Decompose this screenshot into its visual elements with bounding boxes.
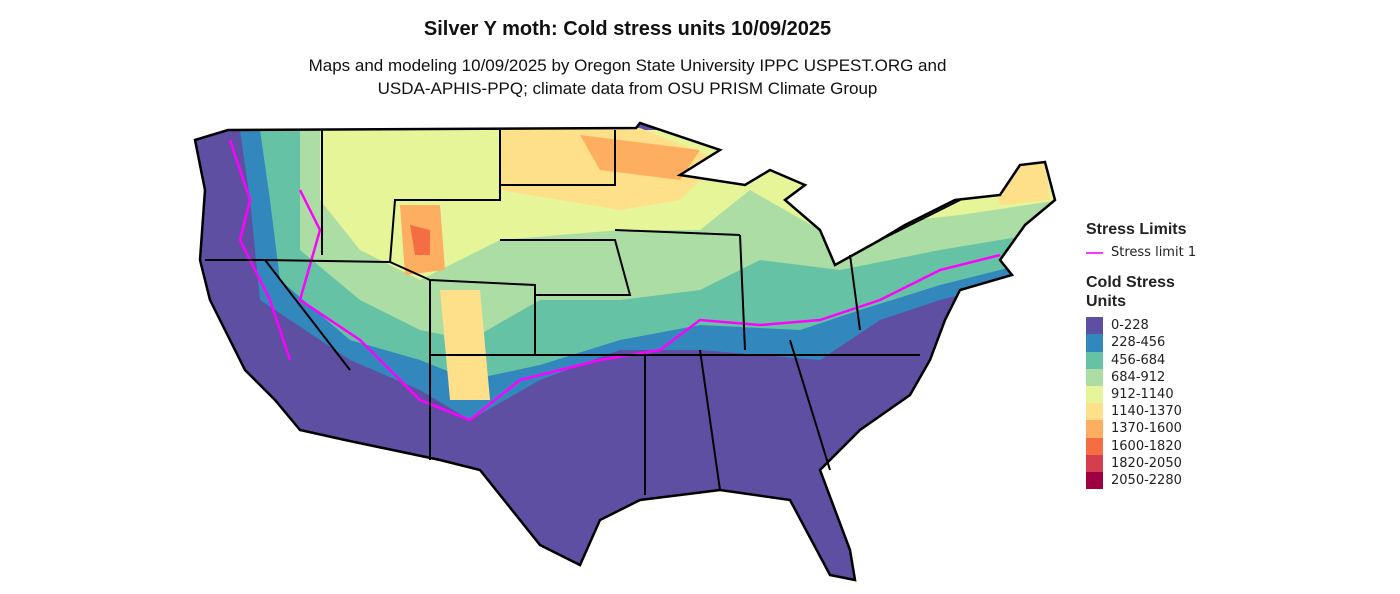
subtitle-line-1: Maps and modeling 10/09/2025 by Oregon S… (308, 56, 947, 75)
color-swatch (1086, 317, 1103, 335)
color-swatch (1086, 385, 1103, 404)
magenta-line-swatch (1086, 251, 1103, 254)
legend-label: Stress limit 1 (1111, 245, 1197, 261)
color-swatch (1086, 471, 1103, 490)
legend-bin-label: 1820-2050 (1111, 455, 1182, 471)
legend-stress-title: Stress Limits (1086, 221, 1187, 238)
legend-bin: 684-912 (1086, 368, 1196, 386)
legend-bin: 912-1140 (1086, 385, 1196, 404)
legend-bin: 0-228 (1086, 317, 1196, 335)
legend-item-stress-limit-1: Stress limit 1 (1086, 244, 1196, 261)
legend-bin-label: 912-1140 (1111, 387, 1174, 403)
subtitle-line-2: USDA-APHIS-PPQ; climate data from OSU PR… (377, 79, 878, 98)
legend-bin: 1820-2050 (1086, 454, 1196, 472)
color-swatch (1086, 437, 1103, 455)
color-swatch (1086, 420, 1103, 438)
legend-bin-label: 2050-2280 (1111, 472, 1182, 488)
legend: Stress Limits Stress limit 1 Cold Stress… (1086, 220, 1196, 490)
us-map (193, 121, 1057, 582)
stress-limit-1-line (228, 139, 1001, 422)
legend-bin: 456-684 (1086, 351, 1196, 369)
legend-bin-label: 456-684 (1111, 352, 1166, 368)
map-subtitle: Maps and modeling 10/09/2025 by Oregon S… (0, 54, 1255, 100)
color-swatch (1086, 403, 1103, 421)
color-swatch (1086, 368, 1103, 386)
legend-bin: 1140-1370 (1086, 403, 1196, 421)
legend-bin: 228-456 (1086, 334, 1196, 352)
state-borders (205, 130, 961, 495)
legend-units-title: Cold Stress Units (1086, 274, 1175, 311)
legend-bin-label: 228-456 (1111, 335, 1166, 351)
legend-bin-label: 1140-1370 (1111, 404, 1182, 420)
legend-bin: 1600-1820 (1086, 437, 1196, 455)
legend-bin: 1370-1600 (1086, 420, 1196, 438)
legend-bin-label: 1370-1600 (1111, 421, 1182, 437)
color-swatch (1086, 351, 1103, 369)
color-swatch (1086, 454, 1103, 472)
color-swatch (1086, 334, 1103, 352)
legend-bin: 2050-2280 (1086, 471, 1196, 490)
legend-bin-label: 0-228 (1111, 318, 1149, 334)
map-title: Silver Y moth: Cold stress units 10/09/2… (423, 18, 832, 40)
legend-bin-label: 1600-1820 (1111, 438, 1182, 454)
legend-bin-label: 684-912 (1111, 369, 1166, 385)
